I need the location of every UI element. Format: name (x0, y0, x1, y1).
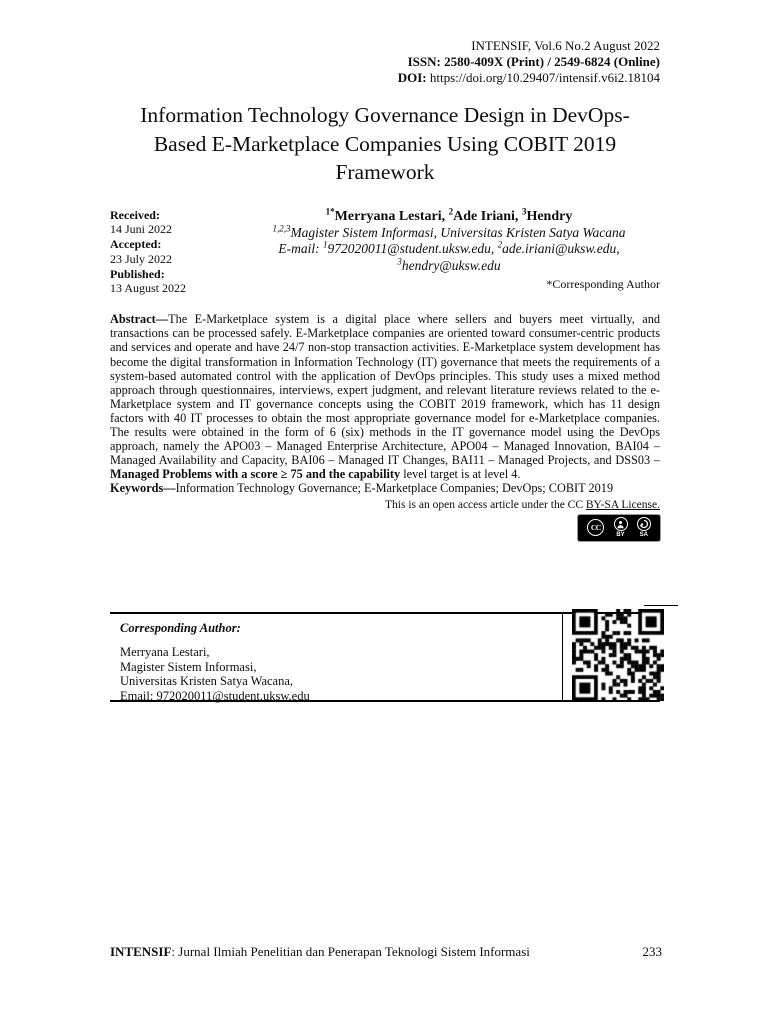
page-number: 233 (642, 944, 663, 959)
qr-top-rule (644, 605, 678, 606)
footer-journal-title: INTENSIF: Jurnal Ilmiah Penelitian dan P… (110, 944, 530, 959)
author-1: 1*Merryana Lestari, (325, 205, 449, 224)
page-footer: INTENSIF: Jurnal Ilmiah Penelitian dan P… (110, 944, 662, 960)
author-meta-row: Received: 14 Juni 2022 Accepted: 23 July… (110, 205, 660, 297)
email-3: hendry@uksw.edu (401, 257, 501, 273)
accepted-label: Accepted: (110, 237, 162, 252)
cc-by-person-icon (613, 517, 628, 532)
author-2: 2Ade Iriani, (448, 205, 522, 224)
issn-line: ISSN: 2580-409X (Print) / 2549-6824 (Onl… (407, 54, 660, 69)
author-emails-line1: E-mail: 1972020011@student.uksw.edu, 2ad… (278, 239, 620, 256)
received-date: 14 Juni 2022 (110, 222, 173, 237)
email-2: ade.iriani@uksw.edu, (502, 241, 620, 256)
corresponding-author-box: Corresponding Author: Merryana Lestari, … (110, 605, 678, 704)
cc-by-sa-license-link[interactable]: BY-SA License. (585, 498, 660, 511)
box-divider (562, 614, 563, 700)
article-dates: Received: 14 Juni 2022 Accepted: 23 July… (110, 208, 238, 297)
author-names: 1*Merryana Lestari, 2Ade Iriani, 3Hendry (238, 205, 660, 225)
doi-link[interactable]: https://doi.org/10.29407/intensif.v6i2.1… (429, 70, 660, 85)
abstract-section: Abstract—The E-Marketplace system is a d… (110, 312, 660, 541)
cc-sa-arrow-icon (636, 517, 651, 532)
keywords-label: Keywords— (110, 481, 176, 496)
published-label: Published: (110, 266, 165, 281)
cc-by-label: BY (616, 532, 625, 539)
journal-volume-line: INTENSIF, Vol.6 No.2 August 2022 (471, 38, 660, 53)
author-block: 1*Merryana Lestari, 2Ade Iriani, 3Hendry… (238, 205, 660, 293)
qr-code (572, 609, 664, 701)
cc-sa-label: SA (639, 532, 648, 539)
corresponding-department: Magister Sistem Informasi, (120, 659, 257, 674)
keywords-paragraph: Keywords—Information Technology Governan… (110, 481, 614, 496)
author-affiliation: 1,2,3Magister Sistem Informasi, Universi… (272, 223, 626, 240)
article-title: Information Technology Governance Design… (140, 103, 630, 184)
author-emails-line2: 3hendry@uksw.edu (397, 256, 501, 273)
cc-by-sa-badge: CC BY SA (578, 514, 660, 541)
corresponding-box-heading: Corresponding Author: (120, 621, 241, 635)
corresponding-name: Merryana Lestari, (120, 644, 210, 659)
corresponding-author-note: *Corresponding Author (546, 277, 660, 291)
doi-line: DOI: https://doi.org/10.29407/intensif.v… (110, 70, 660, 86)
received-label: Received: (110, 207, 160, 222)
cc-logo-icon: CC (587, 519, 605, 537)
abstract-paragraph: Abstract—The E-Marketplace system is a d… (110, 312, 660, 482)
published-date: 13 August 2022 (110, 281, 187, 296)
author-3: 3Hendry (521, 205, 573, 224)
journal-header: INTENSIF, Vol.6 No.2 August 2022 ISSN: 2… (110, 38, 660, 86)
abstract-label: Abstract— (110, 312, 169, 327)
email-1: 972020011@student.uksw.edu, (327, 241, 498, 256)
corresponding-university: Universitas Kristen Satya Wacana, (120, 674, 294, 689)
corresponding-email: Email: 972020011@student.uksw.edu (120, 689, 310, 704)
doi-label: DOI: (397, 70, 427, 85)
accepted-date: 23 July 2022 (110, 251, 173, 266)
open-access-statement: This is an open access article under the… (385, 498, 660, 511)
